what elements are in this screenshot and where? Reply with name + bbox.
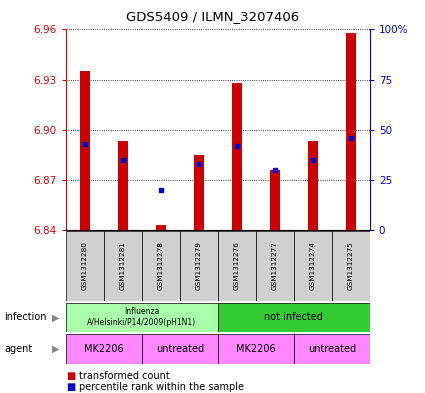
Bar xyxy=(218,303,370,332)
Text: GSM1312281: GSM1312281 xyxy=(120,241,126,290)
Bar xyxy=(218,334,294,364)
Bar xyxy=(232,83,241,230)
Bar xyxy=(294,334,370,364)
Text: not infected: not infected xyxy=(264,312,323,322)
Text: GSM1312274: GSM1312274 xyxy=(310,241,316,290)
Bar xyxy=(332,231,370,301)
Text: percentile rank within the sample: percentile rank within the sample xyxy=(79,382,244,392)
Text: Influenza
A/Helsinki/P14/2009(pH1N1): Influenza A/Helsinki/P14/2009(pH1N1) xyxy=(87,307,196,327)
Text: GSM1312277: GSM1312277 xyxy=(272,241,278,290)
Text: GSM1312279: GSM1312279 xyxy=(196,241,202,290)
Text: infection: infection xyxy=(4,312,47,322)
Text: ■: ■ xyxy=(66,371,75,382)
Bar xyxy=(66,334,142,364)
Bar xyxy=(142,231,180,301)
Text: ▶: ▶ xyxy=(51,344,59,354)
Bar xyxy=(346,33,355,230)
Bar xyxy=(80,71,90,230)
Bar xyxy=(104,231,142,301)
Text: MK2206: MK2206 xyxy=(84,344,124,354)
Text: untreated: untreated xyxy=(156,344,204,354)
Text: GDS5409 / ILMN_3207406: GDS5409 / ILMN_3207406 xyxy=(126,10,299,23)
Bar xyxy=(308,141,317,230)
Bar xyxy=(180,231,218,301)
Bar xyxy=(66,303,218,332)
Text: transformed count: transformed count xyxy=(79,371,170,382)
Text: GSM1312278: GSM1312278 xyxy=(158,241,164,290)
Text: untreated: untreated xyxy=(308,344,356,354)
Bar xyxy=(218,231,256,301)
Bar xyxy=(142,334,218,364)
Text: agent: agent xyxy=(4,344,32,354)
Text: ▶: ▶ xyxy=(51,312,59,322)
Bar xyxy=(294,231,332,301)
Text: ■: ■ xyxy=(66,382,75,392)
Bar xyxy=(194,155,204,230)
Text: GSM1312276: GSM1312276 xyxy=(234,241,240,290)
Text: MK2206: MK2206 xyxy=(236,344,275,354)
Bar xyxy=(256,231,294,301)
Bar xyxy=(270,170,280,230)
Bar xyxy=(66,231,104,301)
Bar xyxy=(156,225,166,230)
Text: GSM1312275: GSM1312275 xyxy=(348,241,354,290)
Bar xyxy=(118,141,127,230)
Text: GSM1312280: GSM1312280 xyxy=(82,241,88,290)
